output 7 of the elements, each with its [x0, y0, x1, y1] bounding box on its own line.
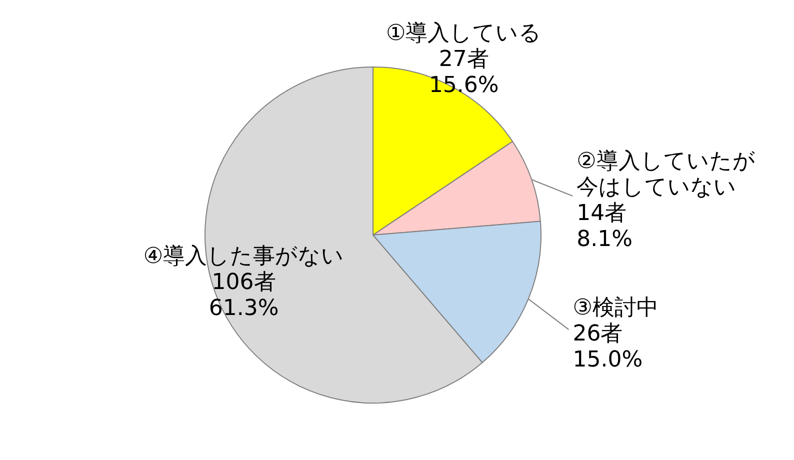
- data-label: 14者 8.1%: [576, 201, 633, 252]
- slice-label: ②導入していたが今はしていない: [576, 149, 756, 200]
- slice-label: ③検討中: [572, 296, 658, 321]
- data-label: 26者 15.0%: [572, 322, 643, 373]
- data-label: 106者 61.3%: [208, 270, 279, 321]
- slice-label: ④導入した事がない: [143, 244, 344, 269]
- slice-label: ①導入している: [386, 20, 542, 46]
